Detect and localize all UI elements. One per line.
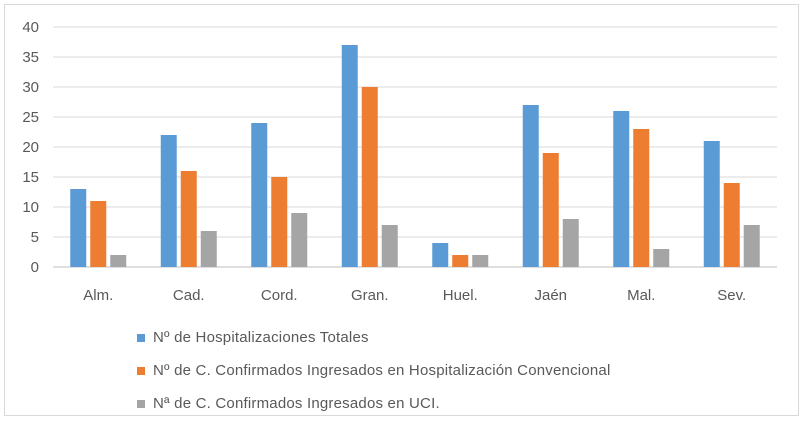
bar-1-cad xyxy=(160,135,177,267)
bar-2-mal xyxy=(633,129,650,267)
bar-2-jan xyxy=(542,153,559,267)
x-tick-label: Jaén xyxy=(534,287,567,304)
legend-swatch xyxy=(137,399,145,408)
x-axis-ticks: Alm. Cad. Cord. Gran. Huel. Jaén Mal. Sev. xyxy=(83,287,746,304)
bar-3-alm xyxy=(110,255,127,267)
bar-1-cord xyxy=(251,123,268,267)
bar-1-mal xyxy=(613,111,630,267)
legend-label: Nº de Hospitalizaciones Totales xyxy=(153,329,369,346)
legend-label: Nª de C. Confirmados Ingresados en UCI. xyxy=(153,395,440,412)
y-axis-ticks: 0 5 10 15 20 25 30 35 40 xyxy=(22,19,39,276)
bar-3-cad xyxy=(200,231,217,267)
chart-frame: 0 5 10 15 20 25 30 35 40 Alm. Cad. Cord. Gran. Huel.… xyxy=(4,4,799,416)
x-tick-label: Gran. xyxy=(351,287,389,304)
bar-1-gran xyxy=(341,45,358,267)
x-tick-label: Alm. xyxy=(83,287,113,304)
bar-3-sev xyxy=(743,225,760,267)
bar-2-cad xyxy=(180,171,197,267)
y-tick-label: 20 xyxy=(22,139,39,156)
bar-1-sev xyxy=(703,141,720,267)
legend-label: Nº de C. Confirmados Ingresados en Hospi… xyxy=(153,362,611,379)
x-tick-label: Cad. xyxy=(173,287,205,304)
legend-item-series-1: Nº de Hospitalizaciones Totales xyxy=(137,321,610,354)
legend: Nº de Hospitalizaciones Totales Nº de C.… xyxy=(137,321,610,420)
bar-3-huel xyxy=(472,255,489,267)
y-tick-label: 35 xyxy=(22,49,39,66)
y-tick-label: 5 xyxy=(31,229,39,246)
x-tick-label: Cord. xyxy=(261,287,298,304)
bar-2-alm xyxy=(90,201,107,267)
bars xyxy=(70,45,760,267)
x-tick-label: Mal. xyxy=(627,287,655,304)
y-tick-label: 40 xyxy=(22,19,39,36)
bar-1-jan xyxy=(522,105,539,267)
legend-swatch xyxy=(137,333,145,342)
legend-swatch xyxy=(137,366,145,375)
y-tick-label: 0 xyxy=(31,259,39,276)
bar-3-jan xyxy=(562,219,579,267)
legend-item-series-2: Nº de C. Confirmados Ingresados en Hospi… xyxy=(137,354,610,387)
bar-1-alm xyxy=(70,189,87,267)
bar-1-huel xyxy=(432,243,449,267)
y-tick-label: 15 xyxy=(22,169,39,186)
bar-2-huel xyxy=(452,255,469,267)
x-tick-label: Huel. xyxy=(443,287,478,304)
bar-3-cord xyxy=(291,213,308,267)
y-tick-label: 30 xyxy=(22,79,39,96)
y-tick-label: 25 xyxy=(22,109,39,126)
bar-3-gran xyxy=(381,225,398,267)
bar-3-mal xyxy=(653,249,670,267)
bar-2-cord xyxy=(271,177,288,267)
x-tick-label: Sev. xyxy=(717,287,746,304)
bar-2-gran xyxy=(361,87,378,267)
bar-2-sev xyxy=(723,183,740,267)
legend-item-series-3: Nª de C. Confirmados Ingresados en UCI. xyxy=(137,387,610,420)
y-tick-label: 10 xyxy=(22,199,39,216)
bar-chart: 0 5 10 15 20 25 30 35 40 Alm. Cad. Cord. Gran. Huel.… xyxy=(22,19,777,304)
